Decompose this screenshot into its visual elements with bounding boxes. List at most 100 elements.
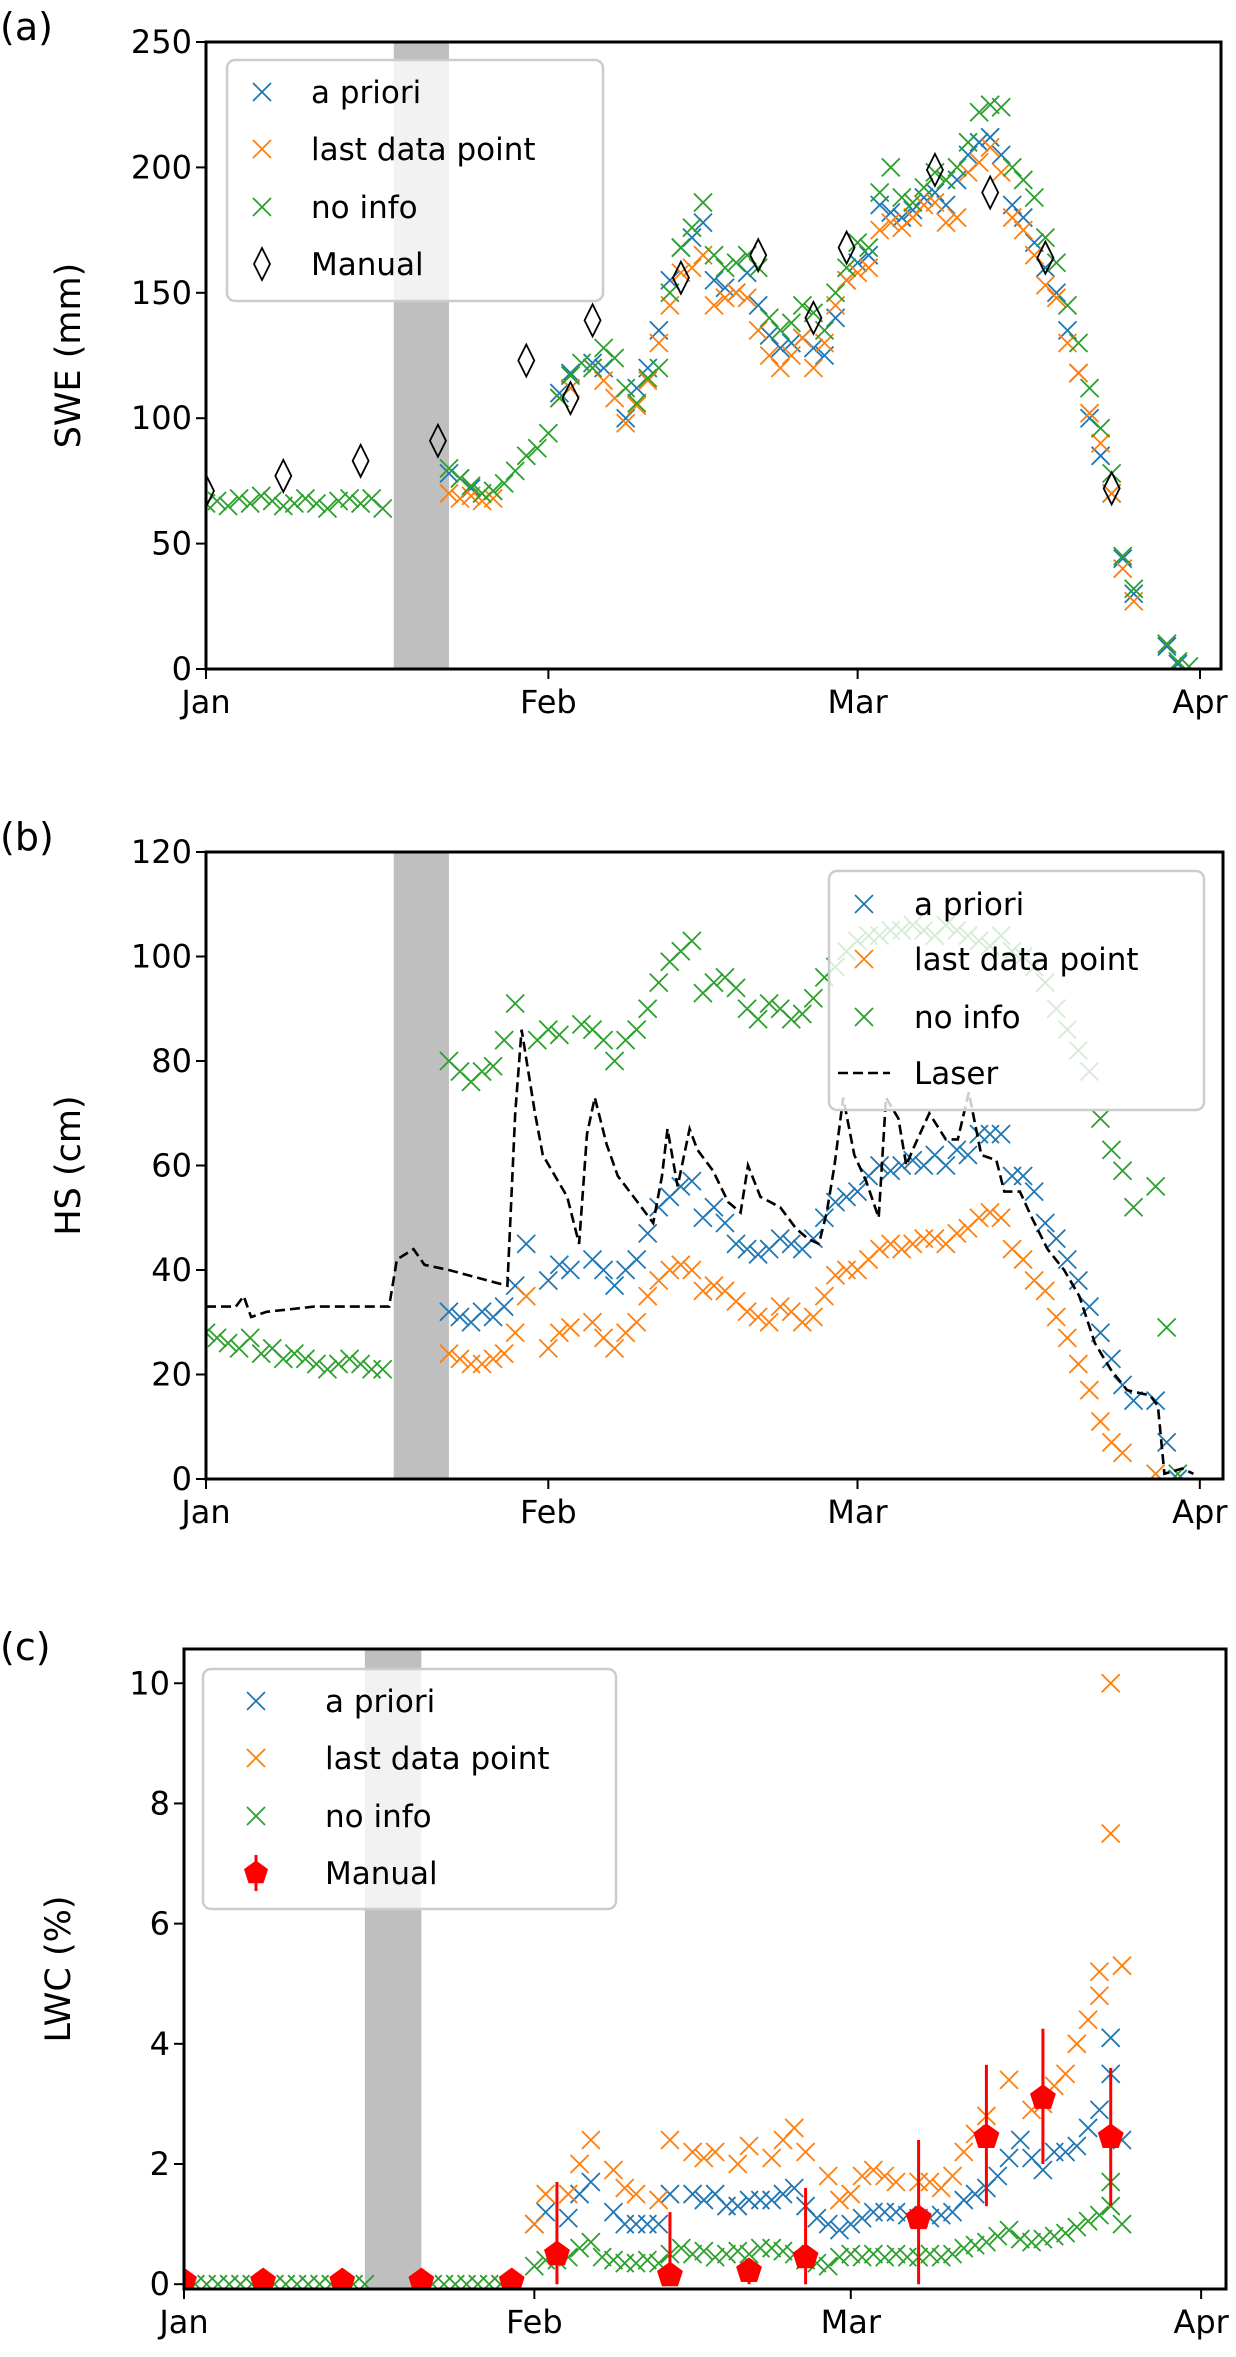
axes-frame xyxy=(182,1647,1228,2291)
series-last-data-point xyxy=(439,1202,1166,1479)
data-point xyxy=(682,1260,702,1280)
data-point xyxy=(494,473,514,494)
y-tick-label: 0 xyxy=(172,1460,192,1498)
data-point xyxy=(847,233,868,253)
data-point xyxy=(925,192,945,213)
data-point xyxy=(1024,1181,1044,1202)
y-tick-label: 40 xyxy=(151,1251,192,1289)
data-point xyxy=(1013,1249,1033,1270)
data-point xyxy=(762,2190,782,2210)
series-last-data-point xyxy=(524,1673,1132,2234)
data-point xyxy=(759,993,779,1014)
data-point xyxy=(1055,2142,1076,2162)
manual-point xyxy=(498,2267,525,2289)
data-point xyxy=(549,1323,569,1343)
data-point xyxy=(969,102,989,122)
legend-label: Laser xyxy=(914,1056,998,1092)
data-point xyxy=(1078,2118,1098,2138)
data-point xyxy=(829,2190,850,2210)
legend-x-marker-icon xyxy=(252,139,272,159)
data-point xyxy=(781,1009,801,1029)
data-point xyxy=(1046,288,1067,308)
data-point xyxy=(1123,1390,1144,1411)
legend-item: a priori xyxy=(854,887,1024,923)
data-point xyxy=(450,1307,470,1327)
data-point xyxy=(704,972,724,993)
data-point xyxy=(472,1302,492,1322)
data-point xyxy=(859,238,879,258)
y-axis-label: SWE (mm) xyxy=(49,263,89,449)
data-point xyxy=(627,1020,647,1040)
data-point xyxy=(999,2070,1019,2090)
data-point xyxy=(571,353,592,373)
data-point xyxy=(803,358,824,378)
data-point xyxy=(536,2184,556,2204)
data-point xyxy=(1079,378,1100,398)
data-point xyxy=(726,283,746,303)
data-point xyxy=(1068,333,1089,353)
data-point xyxy=(626,2253,646,2273)
data-point xyxy=(626,2214,646,2234)
data-point xyxy=(524,2256,544,2276)
data-point xyxy=(931,2247,951,2267)
data-point xyxy=(494,1343,514,1364)
data-point xyxy=(660,1260,680,1280)
data-point xyxy=(439,1302,459,1322)
data-point xyxy=(875,2202,895,2222)
data-point xyxy=(1046,253,1067,273)
manual-point xyxy=(925,151,944,188)
data-point xyxy=(581,2172,601,2192)
x-tick-label: Feb xyxy=(506,2303,563,2341)
series-manual xyxy=(184,2028,1124,2289)
data-point xyxy=(1124,584,1144,604)
manual-point xyxy=(736,2257,762,2282)
data-point xyxy=(505,993,525,1014)
legend-box xyxy=(225,58,605,303)
data-point xyxy=(1033,2160,1053,2180)
data-point xyxy=(770,1229,790,1249)
y-tick-label: 2 xyxy=(150,2145,170,2183)
data-point xyxy=(571,1014,592,1035)
legend: a priori last data point no info Manual xyxy=(225,58,605,303)
y-tick-label: 0 xyxy=(172,650,192,688)
y-tick-label: 250 xyxy=(131,23,192,61)
manual-point xyxy=(981,174,1000,211)
manual-point xyxy=(206,472,216,509)
data-point xyxy=(1090,1411,1111,1432)
data-point xyxy=(569,2154,590,2174)
data-point xyxy=(825,1192,846,1212)
data-point xyxy=(593,370,614,391)
data-point xyxy=(516,446,536,466)
data-point xyxy=(991,1208,1011,1228)
legend-x-marker-icon xyxy=(246,1691,266,1711)
data-point xyxy=(1057,1249,1077,1270)
legend-x-marker-icon xyxy=(854,1007,874,1027)
data-point xyxy=(795,2142,816,2162)
data-point xyxy=(903,192,923,213)
data-point xyxy=(516,1234,536,1254)
manual-point xyxy=(973,2123,1000,2148)
data-point xyxy=(1046,1229,1066,1249)
manual-point xyxy=(671,259,690,296)
legend-x-marker-icon xyxy=(246,1748,266,1768)
data-point xyxy=(671,263,691,283)
data-point xyxy=(483,481,503,501)
data-point xyxy=(693,1281,713,1301)
data-point xyxy=(852,2208,872,2228)
data-point xyxy=(770,1296,790,1317)
data-point xyxy=(875,2247,895,2267)
data-point xyxy=(1035,1213,1055,1233)
manual-point xyxy=(792,2243,819,2269)
data-point xyxy=(306,1354,327,1374)
manual-point xyxy=(544,2240,570,2266)
data-point xyxy=(705,2247,725,2267)
data-point xyxy=(958,132,978,152)
data-point xyxy=(748,1307,768,1327)
data-point xyxy=(284,1343,304,1364)
data-point xyxy=(1090,418,1111,438)
y-tick-label: 100 xyxy=(131,399,192,437)
data-point xyxy=(829,2247,850,2267)
data-point xyxy=(273,1349,293,1369)
data-point xyxy=(604,1051,625,1071)
legend-x-marker-icon xyxy=(252,82,272,102)
